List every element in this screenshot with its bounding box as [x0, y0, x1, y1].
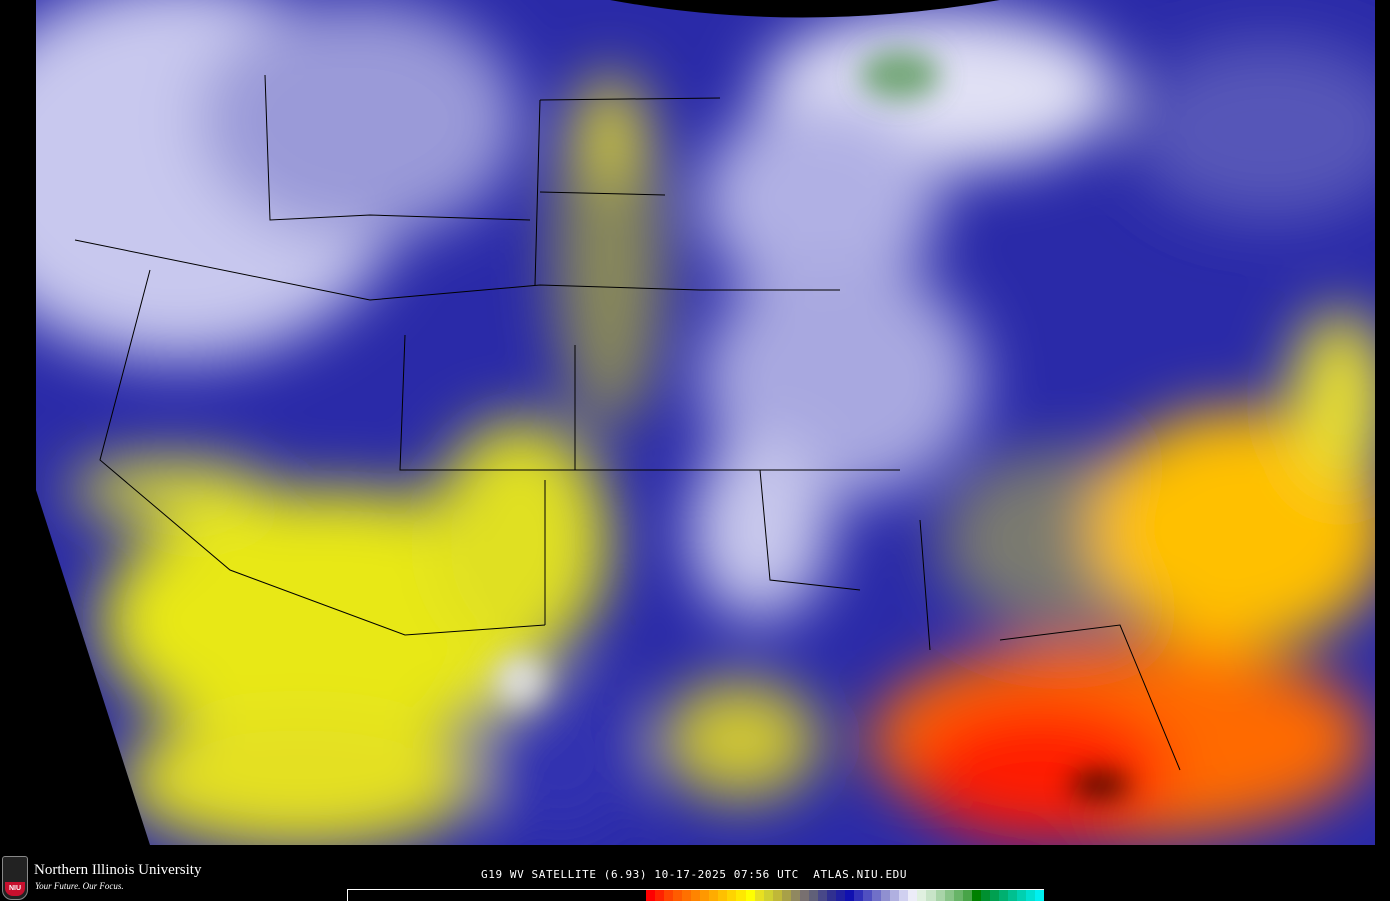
product-caption: G19 WV SATELLITE (6.93) 10-17-2025 07:56…: [481, 868, 908, 881]
university-name: Northern Illinois University: [34, 862, 202, 878]
colorbar-swatch: [917, 890, 927, 901]
colorbar-swatch: [1025, 890, 1036, 901]
university-tagline: Your Future. Our Focus.: [35, 881, 124, 891]
satellite-imagery: [36, 0, 1375, 845]
colorbar-swatch: [908, 890, 918, 901]
colorbar-swatch: [754, 890, 764, 901]
colorbar-swatch: [863, 890, 873, 901]
colorbar-swatch: [709, 890, 719, 901]
colorbar-swatch: [854, 890, 864, 901]
colorbar-swatch: [1016, 890, 1026, 901]
colorbar-swatch: [881, 890, 891, 901]
colorbar-swatch: [655, 890, 665, 901]
colorbar-swatch: [980, 890, 990, 901]
colorbar-swatch: [1035, 890, 1045, 901]
logo-text: NIU: [5, 882, 25, 896]
niu-shield-icon: NIU: [2, 856, 28, 900]
colorbar-swatch: [718, 890, 728, 901]
colorbar-swatch: [845, 890, 855, 901]
colorbar-swatch: [682, 890, 692, 901]
colorbar-swatch: [817, 890, 827, 901]
colorbar-swatch: [700, 890, 710, 901]
colorbar-swatch: [727, 890, 737, 901]
colorbar-swatch: [745, 890, 755, 901]
colorbar-swatch: [790, 890, 800, 901]
colorbar-swatch: [826, 890, 836, 901]
colorbar-swatch: [872, 890, 882, 901]
colorbar-swatch: [808, 890, 818, 901]
colorbar-swatch: [781, 890, 791, 901]
colorbar-swatch: [646, 890, 656, 901]
colorbar-swatch: [736, 890, 746, 901]
colorbar-swatch: [763, 890, 773, 901]
colorbar-gradient: [646, 890, 1045, 901]
colorbar-swatch: [664, 890, 674, 901]
colorbar-swatch: [935, 890, 945, 901]
colorbar-swatch: [899, 890, 909, 901]
colorbar-swatch: [772, 890, 782, 901]
water-vapor-satellite-map: [36, 0, 1375, 845]
colorbar-swatch: [799, 890, 809, 901]
colorbar-swatch: [971, 890, 981, 901]
colorbar-swatch: [691, 890, 701, 901]
colorbar-swatch: [926, 890, 936, 901]
colorbar-swatch: [673, 890, 683, 901]
colorbar-swatch: [890, 890, 900, 901]
colorbar-swatch: [835, 890, 846, 901]
state-boundaries: [74, 74, 1181, 771]
niu-logo[interactable]: NIU Northern Illinois University Your Fu…: [2, 856, 242, 900]
colorbar-swatch: [989, 890, 999, 901]
colorbar-swatch: [1007, 890, 1017, 901]
colorbar-swatch: [962, 890, 972, 901]
colorbar-black-segment: [348, 890, 646, 901]
color-scale-bar: [347, 889, 1045, 901]
colorbar-swatch: [944, 890, 954, 901]
colorbar-swatch: [953, 890, 963, 901]
colorbar-swatch: [998, 890, 1008, 901]
